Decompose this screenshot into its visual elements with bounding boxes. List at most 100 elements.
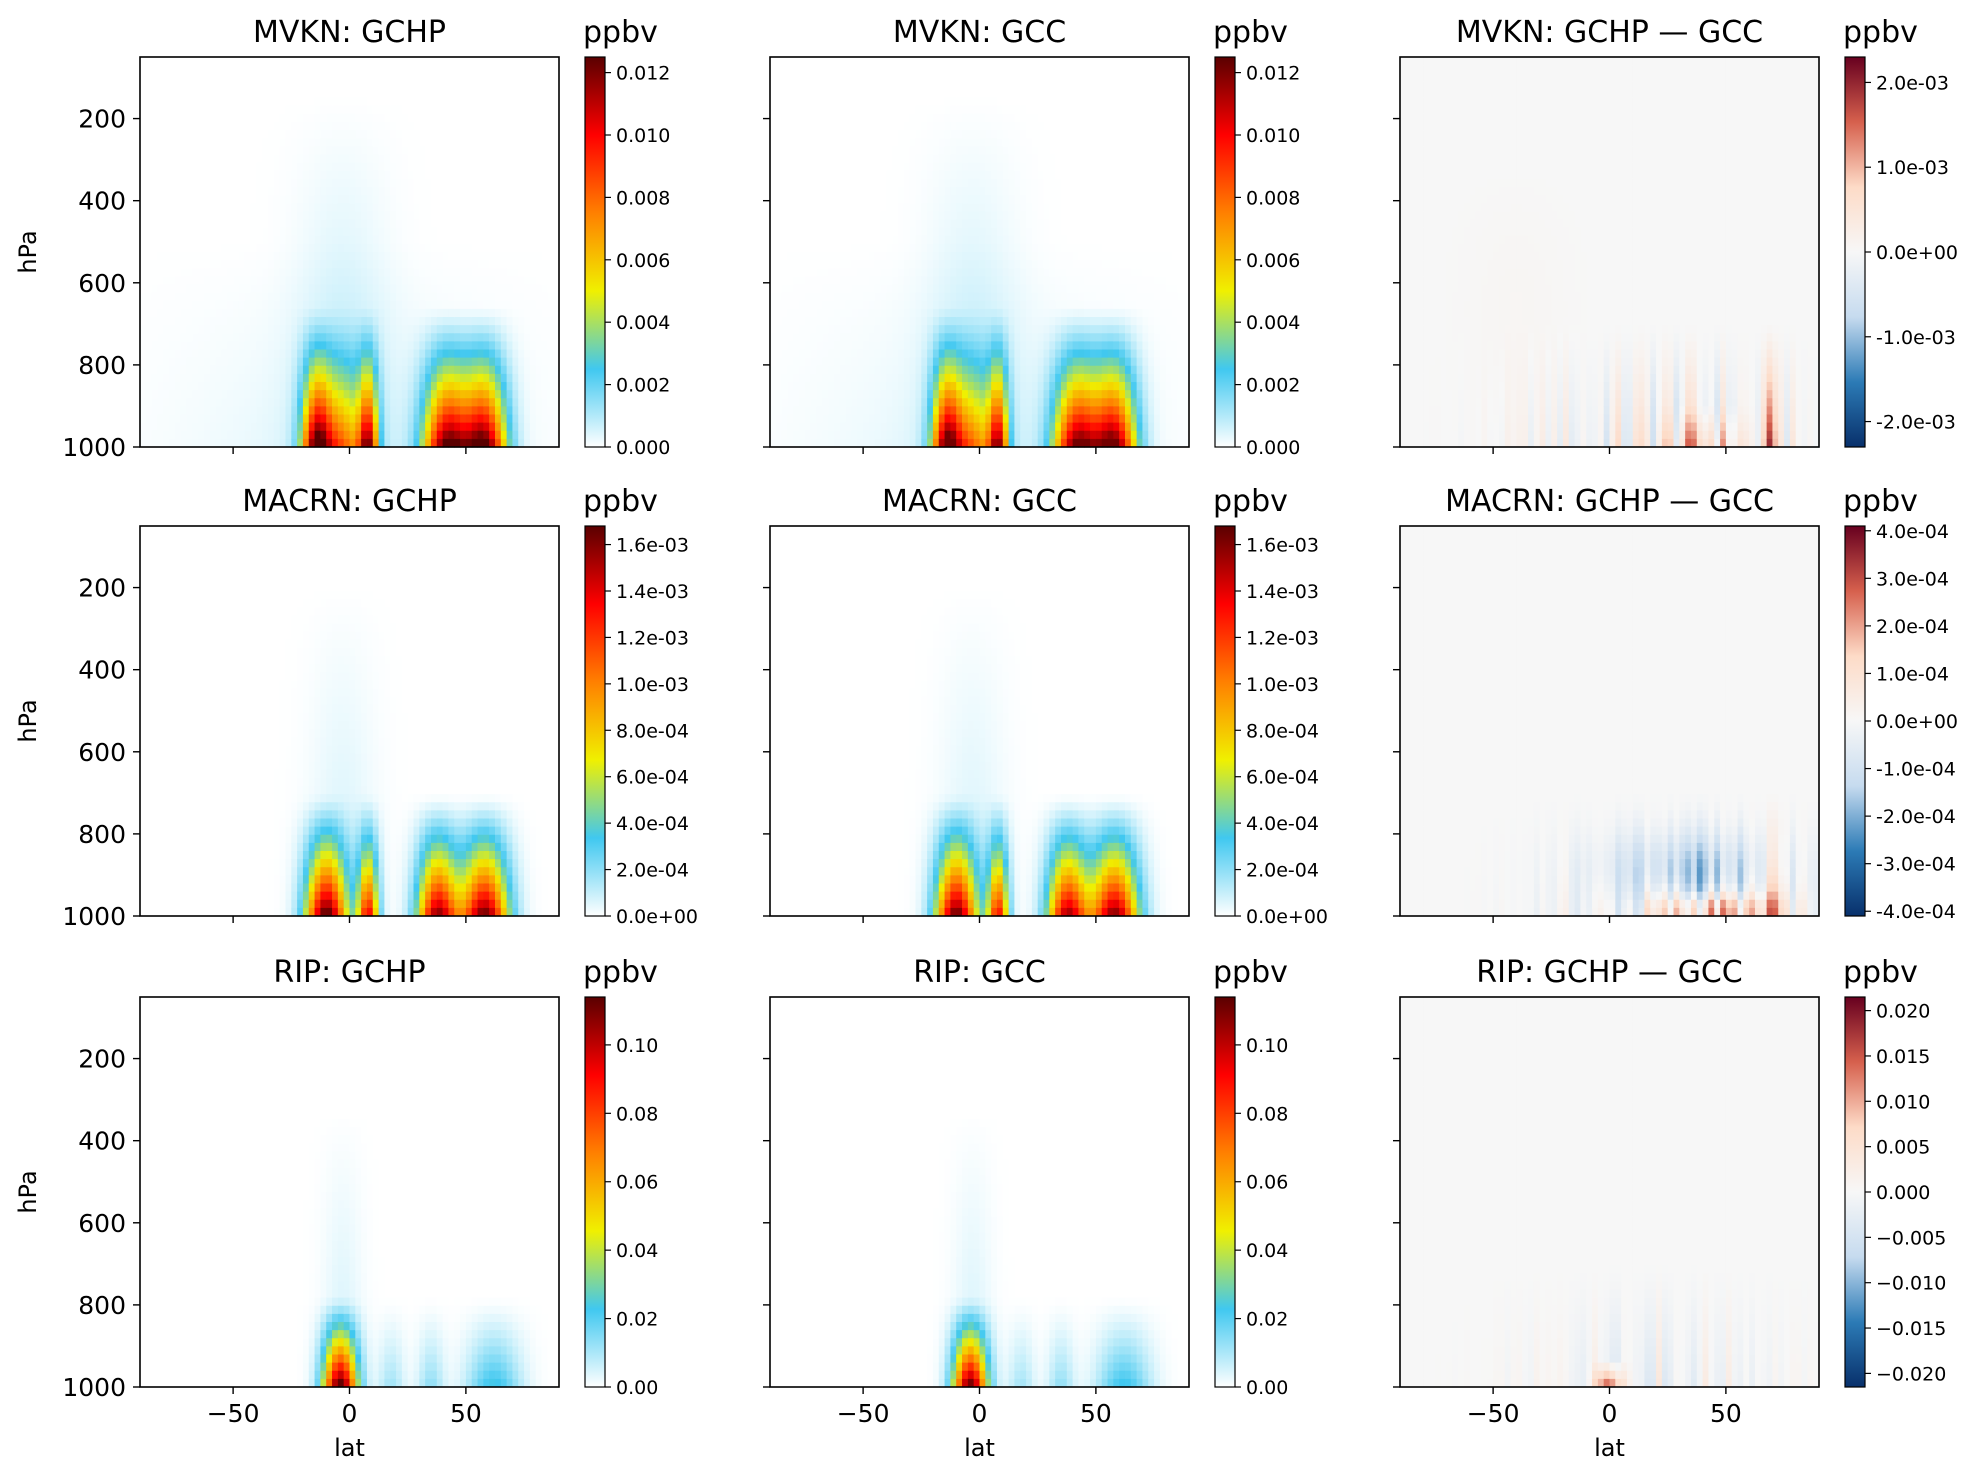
heatmap-cell [303,57,309,66]
heatmap-cell [274,390,280,399]
heatmap-cell [338,285,344,294]
heatmap-cell [285,309,291,318]
heatmap-cell [478,73,484,82]
heatmap-cell [384,171,390,180]
heatmap-cell [419,350,425,359]
heatmap-cell [478,138,484,147]
heatmap-cell [210,187,216,196]
heatmap-cell [437,301,443,310]
heatmap-cell [274,146,280,155]
heatmap-cell [280,382,286,391]
heatmap-cell [309,106,315,115]
heatmap-cell [152,276,158,285]
heatmap-cell [483,65,489,74]
heatmap-cell [483,138,489,147]
heatmap-cell [408,406,414,415]
heatmap-cell [344,179,350,188]
heatmap-cell [303,398,309,407]
heatmap-cell [379,276,385,285]
heatmap-cell [152,285,158,294]
heatmap-cell [262,155,268,164]
heatmap-cell [425,220,431,229]
heatmap-cell [157,106,163,115]
heatmap-cell [256,358,262,367]
heatmap-cell [204,341,210,350]
heatmap-cell [210,366,216,375]
heatmap-cell [221,57,227,66]
heatmap-cell [379,65,385,74]
heatmap-cell [402,285,408,294]
heatmap-cell [460,114,466,123]
heatmap-cell [448,122,454,131]
heatmap-cell [355,114,361,123]
heatmap-cell [198,203,204,212]
heatmap-cell [373,138,379,147]
heatmap-cell [384,415,390,424]
heatmap-cell [285,163,291,172]
heatmap-cell [489,130,495,139]
heatmap-cell [285,415,291,424]
heatmap-cell [210,423,216,432]
heatmap-cell [419,276,425,285]
heatmap-cell [431,317,437,326]
heatmap-cell [140,90,146,99]
heatmap-cell [483,390,489,399]
heatmap-cell [280,252,286,261]
heatmap-cell [274,301,280,310]
heatmap-cell [379,114,385,123]
heatmap-cell [379,293,385,302]
heatmap-cell [396,90,402,99]
heatmap-cell [396,431,402,440]
heatmap-cell [187,333,193,342]
heatmap-cell [361,350,367,359]
heatmap-cell [262,406,268,415]
heatmap-cell [280,106,286,115]
heatmap-cell [315,398,321,407]
heatmap-cell [192,382,198,391]
heatmap-cell [245,333,251,342]
heatmap-cell [478,333,484,342]
heatmap-cell [192,252,198,261]
heatmap-cell [338,220,344,229]
heatmap-cell [210,350,216,359]
heatmap-cell [315,146,321,155]
heatmap-cell [157,130,163,139]
heatmap-cell [431,106,437,115]
heatmap-cell [146,252,152,261]
heatmap-cell [408,65,414,74]
heatmap-cell [414,81,420,90]
heatmap-cell [233,146,239,155]
heatmap-cell [454,423,460,432]
heatmap-cell [431,122,437,131]
heatmap-cell [396,285,402,294]
heatmap-cell [204,57,210,66]
heatmap-cell [152,65,158,74]
heatmap-cell [437,220,443,229]
heatmap-cell [489,350,495,359]
heatmap-cell [361,285,367,294]
heatmap-cell [227,398,233,407]
heatmap-cell [483,276,489,285]
heatmap-cell [227,146,233,155]
heatmap-cell [396,268,402,277]
heatmap-cell [495,106,501,115]
heatmap-cell [309,171,315,180]
heatmap-cell [175,81,181,90]
heatmap-cell [414,57,420,66]
heatmap-cell [146,220,152,229]
heatmap-cell [152,317,158,326]
heatmap-cell [210,163,216,172]
heatmap-cell [204,195,210,204]
heatmap-cell [425,187,431,196]
heatmap-cell [233,65,239,74]
heatmap-cell [408,415,414,424]
heatmap-cell [384,398,390,407]
heatmap-cell [460,293,466,302]
heatmap-cell [454,122,460,131]
heatmap-cell [384,57,390,66]
heatmap-cell [373,220,379,229]
heatmap-cell [285,293,291,302]
heatmap-cell [210,398,216,407]
heatmap-cell [495,90,501,99]
heatmap-cell [280,366,286,375]
